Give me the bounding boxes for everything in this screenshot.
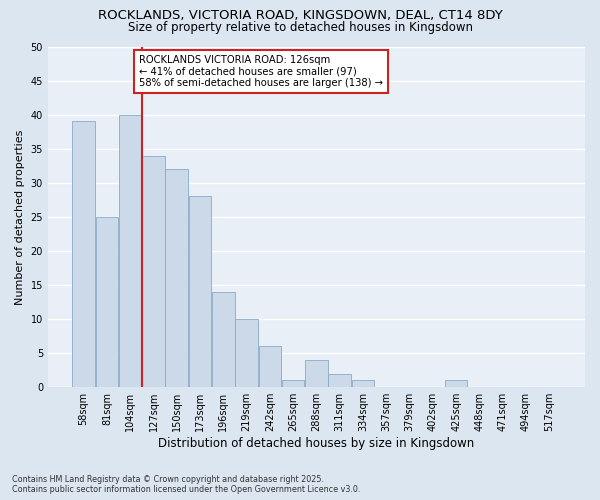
Text: Contains HM Land Registry data © Crown copyright and database right 2025.
Contai: Contains HM Land Registry data © Crown c… (12, 474, 361, 494)
Bar (259, 346, 281, 387)
Text: ROCKLANDS VICTORIA ROAD: 126sqm
← 41% of detached houses are smaller (97)
58% of: ROCKLANDS VICTORIA ROAD: 126sqm ← 41% of… (139, 55, 383, 88)
Bar (119, 114, 142, 387)
Bar (305, 360, 328, 387)
Bar (445, 380, 467, 387)
Bar (95, 217, 118, 387)
Y-axis label: Number of detached properties: Number of detached properties (15, 129, 25, 304)
Text: ROCKLANDS, VICTORIA ROAD, KINGSDOWN, DEAL, CT14 8DY: ROCKLANDS, VICTORIA ROAD, KINGSDOWN, DEA… (98, 9, 502, 22)
Text: Size of property relative to detached houses in Kingsdown: Size of property relative to detached ho… (128, 22, 473, 35)
Bar (352, 380, 374, 387)
X-axis label: Distribution of detached houses by size in Kingsdown: Distribution of detached houses by size … (158, 437, 475, 450)
Bar (235, 319, 258, 387)
Bar (73, 122, 95, 387)
Bar (212, 292, 235, 387)
Bar (166, 169, 188, 387)
Bar (328, 374, 351, 387)
Bar (282, 380, 304, 387)
Bar (189, 196, 211, 387)
Bar (142, 156, 165, 387)
